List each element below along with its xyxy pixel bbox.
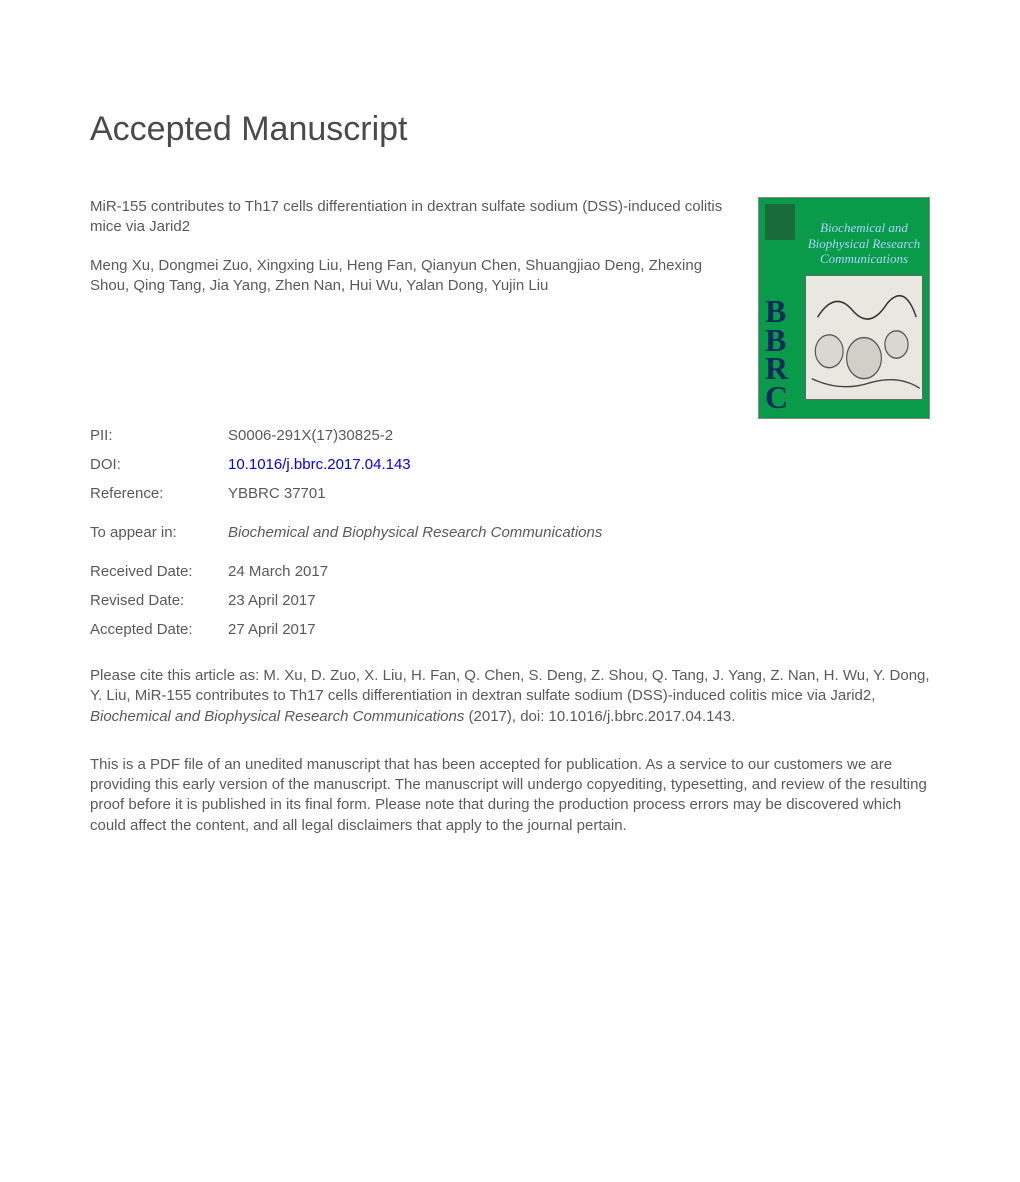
- doi-link[interactable]: 10.1016/j.bbrc.2017.04.143: [228, 456, 411, 473]
- to-appear-value: Biochemical and Biophysical Research Com…: [228, 524, 602, 541]
- metadata-table: PII: S0006-291X(17)30825-2 DOI: 10.1016/…: [90, 427, 930, 638]
- citation-prefix: Please cite this article as: M. Xu, D. Z…: [90, 667, 930, 704]
- page-title: Accepted Manuscript: [90, 110, 930, 149]
- citation-instruction: Please cite this article as: M. Xu, D. Z…: [90, 666, 930, 727]
- cover-art-icon: [805, 275, 923, 400]
- revised-date-label: Revised Date:: [90, 592, 228, 609]
- accepted-date-label: Accepted Date:: [90, 621, 228, 638]
- reference-value: YBBRC 37701: [228, 485, 326, 502]
- pii-value: S0006-291X(17)30825-2: [228, 427, 393, 444]
- citation-journal: Biochemical and Biophysical Research Com…: [90, 708, 464, 725]
- doi-label: DOI:: [90, 456, 228, 473]
- reference-label: Reference:: [90, 485, 228, 502]
- to-appear-label: To appear in:: [90, 524, 228, 541]
- journal-cover-thumbnail: B B R C Biochemical and Biophysical Rese…: [758, 197, 930, 419]
- pii-label: PII:: [90, 427, 228, 444]
- received-date-label: Received Date:: [90, 563, 228, 580]
- elsevier-logo-icon: [765, 204, 795, 240]
- journal-acronym: B B R C: [765, 297, 801, 412]
- disclaimer-text: This is a PDF file of an unedited manusc…: [90, 755, 930, 836]
- revised-date-value: 23 April 2017: [228, 592, 316, 609]
- accepted-date-value: 27 April 2017: [228, 621, 316, 638]
- cover-header: [805, 204, 923, 214]
- received-date-value: 24 March 2017: [228, 563, 328, 580]
- journal-name: Biochemical and Biophysical Research Com…: [805, 220, 923, 267]
- cover-footer: [805, 402, 923, 412]
- article-title: MiR-155 contributes to Th17 cells differ…: [90, 197, 738, 238]
- citation-suffix: (2017), doi: 10.1016/j.bbrc.2017.04.143.: [464, 708, 735, 725]
- author-list: Meng Xu, Dongmei Zuo, Xingxing Liu, Heng…: [90, 256, 738, 297]
